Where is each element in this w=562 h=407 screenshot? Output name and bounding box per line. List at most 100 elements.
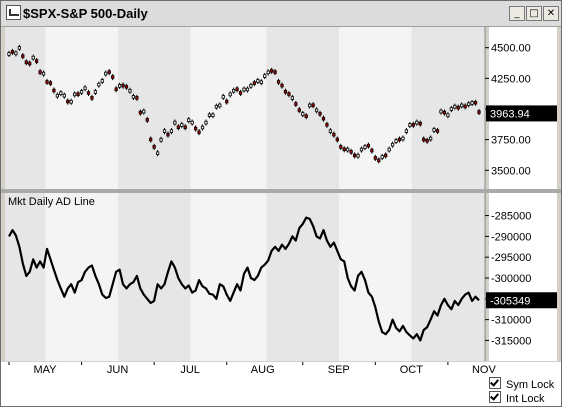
candle-body: [276, 80, 281, 84]
candle-body: [477, 110, 481, 114]
candle-body: [194, 126, 198, 131]
candle-body: [463, 104, 467, 109]
candle-body: [238, 91, 243, 95]
ad-month-band: [5, 193, 46, 361]
date-axis-background: [1, 362, 561, 375]
close-button[interactable]: ✕: [543, 6, 559, 21]
candle-body: [346, 147, 350, 152]
candle-body: [280, 83, 284, 88]
minimize-button[interactable]: _: [509, 6, 525, 21]
candle-body: [69, 100, 73, 104]
chart-canvas[interactable]: 3500.00 3750.00 4250.00 4500.00 3963.94 Mkt …: [1, 27, 561, 375]
candle-body: [162, 129, 167, 133]
candle-body: [128, 88, 132, 93]
candle-body: [138, 110, 142, 115]
candle-body: [107, 70, 111, 74]
month-label: OCT: [400, 364, 424, 375]
price-month-band: [411, 27, 485, 189]
month-label: MAY: [33, 364, 57, 375]
candle-body: [180, 123, 184, 127]
month-label: SEP: [328, 364, 350, 375]
candle-body: [318, 112, 322, 116]
candle-body: [449, 107, 453, 111]
candle-body: [121, 83, 125, 88]
candle-body: [425, 139, 429, 143]
candle-body: [377, 158, 381, 163]
candle-body: [283, 89, 288, 94]
candle-body: [149, 137, 153, 142]
candle-body: [467, 102, 471, 106]
candle-body: [297, 108, 301, 112]
candle-body: [453, 104, 457, 109]
int-lock-label: Int Lock: [506, 393, 545, 405]
ad-line-panel: Mkt Daily AD Line -285000 -290000 -295000 -3…: [5, 193, 557, 361]
candle-body: [370, 148, 374, 153]
candle-body: [142, 109, 146, 114]
ad-tick-label: -285000: [491, 211, 531, 223]
candle-body: [321, 116, 326, 121]
candle-body: [266, 70, 270, 75]
candle-body: [401, 136, 405, 141]
candle-body: [456, 105, 460, 110]
candle-body: [117, 84, 122, 88]
candle-body: [73, 92, 77, 97]
candle-body: [97, 82, 101, 87]
ad-month-band: [266, 193, 340, 361]
candle-body: [55, 93, 59, 98]
ad-line-title: Mkt Daily AD Line: [8, 196, 95, 208]
ad-background: [5, 193, 485, 361]
candle-body: [387, 147, 391, 152]
candle-body: [62, 93, 66, 98]
month-label: JUN: [107, 364, 128, 375]
candle-body: [211, 113, 215, 118]
candle-body: [221, 95, 225, 99]
ad-tick-label: -315000: [491, 335, 531, 347]
date-axis: MAYJUNJULAUGSEPOCTNOV2022: [1, 362, 561, 375]
candle-body: [473, 101, 478, 105]
candle-body: [124, 85, 129, 89]
price-month-band: [266, 27, 340, 189]
candle-body: [200, 125, 205, 130]
candle-body: [252, 81, 256, 85]
candle-body: [111, 75, 115, 79]
sym-lock-toggle[interactable]: Sym Lock: [489, 377, 554, 391]
candle-body: [470, 101, 474, 105]
maximize-button[interactable]: □: [526, 6, 542, 21]
candle-body: [460, 103, 464, 108]
candle-body: [114, 87, 118, 92]
candle-body: [228, 92, 232, 97]
candle-body: [235, 87, 239, 92]
candle-body: [76, 92, 80, 96]
candle-body: [259, 80, 263, 84]
candle-body: [384, 153, 388, 158]
int-lock-toggle[interactable]: Int Lock: [489, 391, 545, 405]
month-label: JUL: [180, 364, 200, 375]
title-bar[interactable]: $SPX-S&P 500-Daily _ □ ✕: [1, 1, 561, 27]
candle-body: [311, 103, 315, 107]
price-tick-label: 4500.00: [491, 43, 531, 55]
candle-body: [249, 84, 253, 88]
price-tick-label: 4250.00: [491, 73, 531, 85]
candle-body: [446, 113, 450, 118]
candle-body: [411, 123, 415, 127]
int-lock-checkbox[interactable]: [489, 391, 501, 403]
candle-body: [263, 74, 267, 78]
candle-body: [366, 143, 371, 148]
candle-body: [225, 99, 229, 104]
candle-body: [422, 137, 426, 142]
price-panel: 3500.00 3750.00 4250.00 4500.00 3963.94: [5, 27, 557, 189]
candle-body: [442, 110, 447, 115]
sym-lock-checkbox[interactable]: [489, 377, 501, 389]
candle-body: [373, 156, 377, 160]
candle-body: [135, 96, 139, 100]
ad-last-value-box: [486, 292, 557, 309]
candle-body: [17, 46, 21, 50]
month-label: NOV: [472, 364, 497, 375]
candle-body: [242, 87, 246, 92]
candle-body: [152, 145, 156, 149]
candle-body: [342, 147, 346, 152]
month-label: AUG: [251, 364, 275, 375]
candle-body: [356, 153, 360, 158]
candle-body: [332, 132, 336, 137]
